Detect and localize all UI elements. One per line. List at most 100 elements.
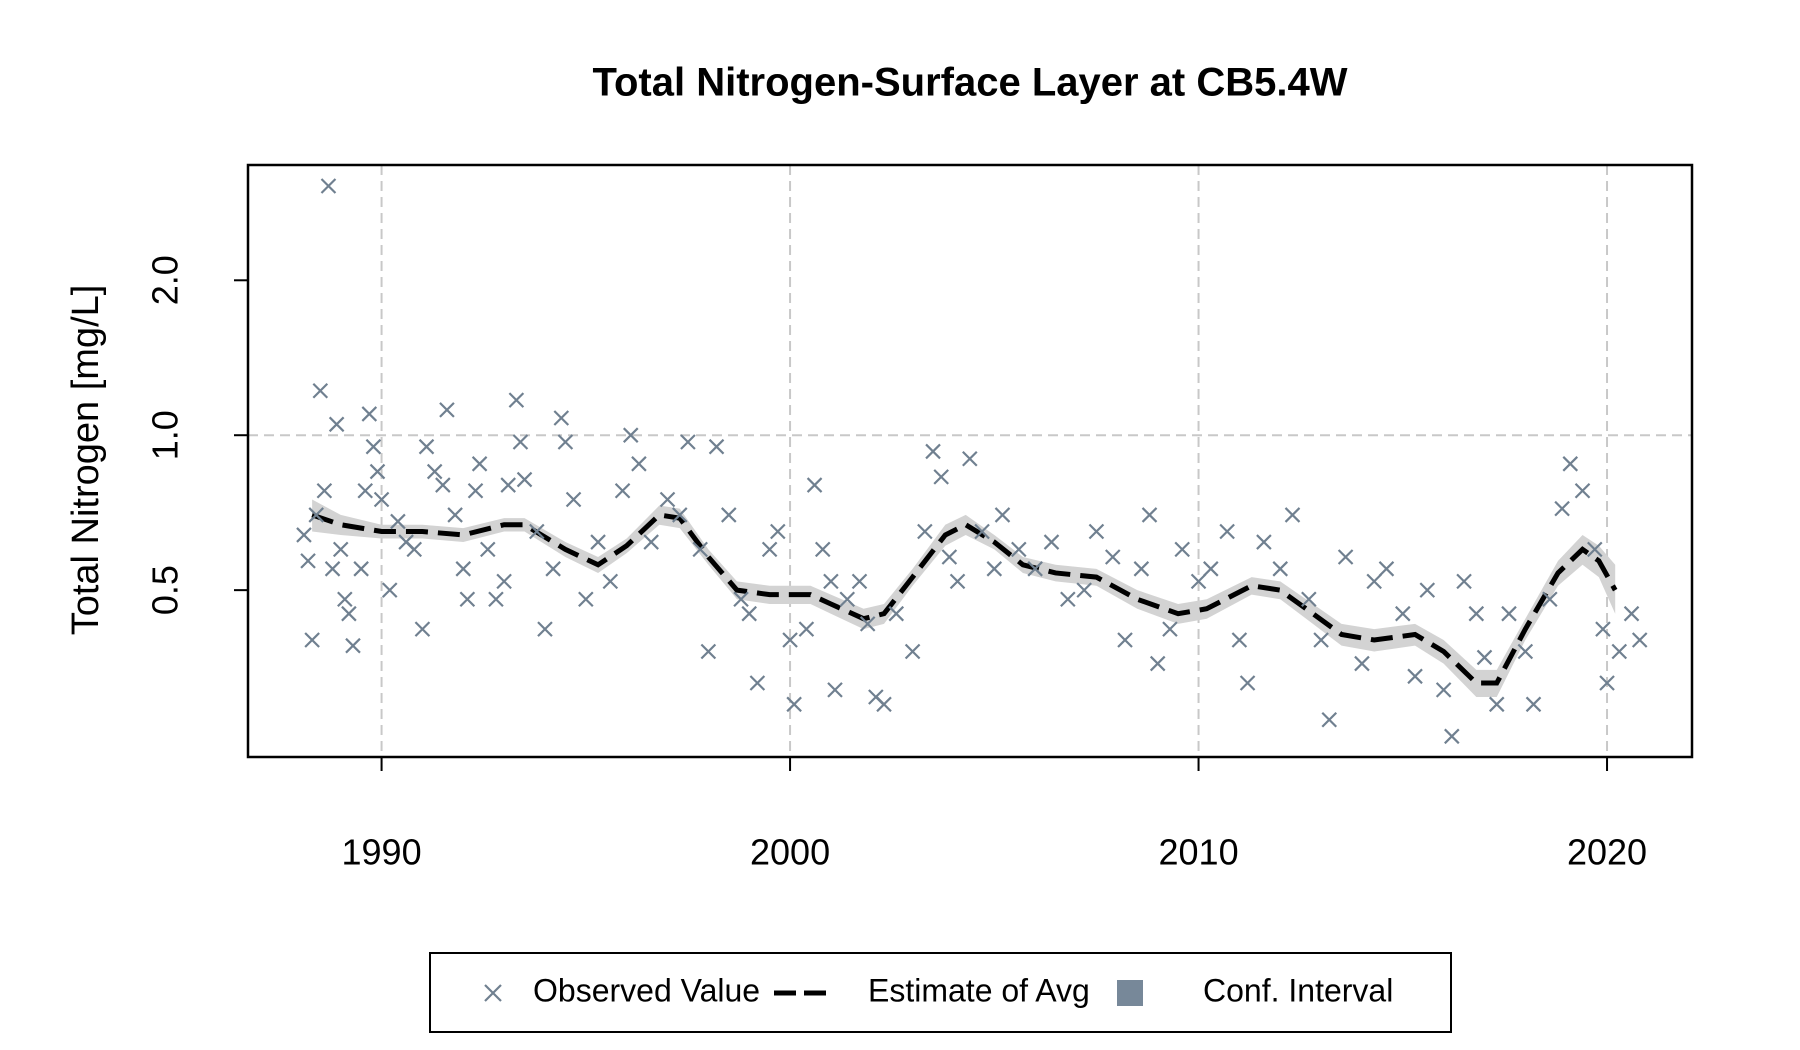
observed-point bbox=[1203, 561, 1219, 577]
observed-point bbox=[1149, 655, 1166, 672]
observed-point bbox=[418, 438, 435, 455]
observed-point bbox=[480, 541, 496, 558]
observed-point bbox=[614, 482, 631, 499]
observed-point bbox=[680, 434, 696, 450]
observed-point bbox=[823, 573, 839, 590]
observed-point bbox=[1366, 573, 1382, 590]
observed-point bbox=[1321, 711, 1338, 728]
observed-point bbox=[1076, 582, 1092, 598]
observed-point bbox=[529, 523, 545, 540]
observed-point bbox=[357, 482, 374, 499]
observed-point bbox=[708, 438, 725, 455]
observed-point bbox=[986, 561, 1003, 577]
observed-point bbox=[1313, 632, 1329, 648]
observed-point bbox=[1231, 632, 1248, 648]
observed-point bbox=[721, 507, 737, 523]
observed-point bbox=[545, 561, 561, 577]
plot-area bbox=[296, 178, 1648, 745]
observed-point bbox=[761, 541, 778, 558]
observed-point bbox=[1587, 541, 1603, 558]
observed-point bbox=[1468, 605, 1485, 622]
observed-point bbox=[332, 541, 349, 558]
observed-point bbox=[602, 573, 619, 590]
observed-point bbox=[700, 643, 717, 660]
observed-point bbox=[1574, 482, 1591, 499]
observed-point bbox=[590, 534, 606, 550]
legend-box bbox=[429, 952, 1452, 1033]
observed-point bbox=[1631, 632, 1648, 648]
observed-point bbox=[1599, 675, 1615, 691]
observed-point bbox=[1525, 696, 1542, 713]
observed-point bbox=[455, 561, 472, 577]
observed-point bbox=[741, 605, 757, 622]
observed-point bbox=[659, 491, 676, 508]
observed-point bbox=[369, 463, 386, 480]
observed-point bbox=[406, 541, 423, 558]
y-axis-title: Total Nitrogen [mg/L] bbox=[65, 285, 107, 636]
observed-point bbox=[827, 682, 843, 698]
observed-point bbox=[786, 696, 802, 713]
observed-point bbox=[1542, 591, 1558, 608]
observed-point bbox=[671, 507, 688, 523]
estimate-line bbox=[311, 512, 1618, 686]
observed-point bbox=[467, 482, 484, 499]
observed-point bbox=[962, 450, 978, 467]
observed-point bbox=[1444, 728, 1460, 745]
observed-point bbox=[328, 416, 345, 433]
observed-point bbox=[312, 382, 329, 399]
observed-point bbox=[643, 534, 659, 550]
observed-point bbox=[1562, 456, 1579, 472]
observed-point bbox=[516, 471, 533, 488]
observed-point bbox=[1027, 561, 1043, 577]
observed-point bbox=[1060, 591, 1076, 608]
observed-point bbox=[488, 591, 504, 608]
observed-point bbox=[859, 616, 876, 632]
observed-point bbox=[557, 434, 574, 450]
x-tick-label: 2000 bbox=[750, 832, 830, 873]
observed-point bbox=[1554, 500, 1570, 517]
observed-point bbox=[296, 527, 312, 543]
observed-point bbox=[1104, 549, 1121, 565]
observed-point bbox=[1395, 605, 1411, 622]
observed-point bbox=[1239, 675, 1256, 691]
observed-point bbox=[1456, 573, 1472, 590]
observed-point bbox=[851, 573, 868, 590]
legend-label: Estimate of Avg bbox=[868, 972, 1090, 1008]
observed-point bbox=[300, 553, 316, 569]
legend-label: Observed Value bbox=[533, 972, 760, 1008]
observed-point bbox=[933, 469, 949, 485]
legend-label: Conf. Interval bbox=[1203, 972, 1393, 1008]
observed-point bbox=[1141, 507, 1158, 523]
observed-point bbox=[553, 410, 570, 426]
observed-point bbox=[814, 541, 831, 558]
observed-point bbox=[1301, 591, 1317, 608]
observed-point bbox=[508, 392, 525, 408]
observed-point bbox=[1435, 682, 1452, 698]
legend-marker bbox=[1117, 980, 1143, 1006]
observed-point bbox=[1284, 507, 1301, 523]
observed-point bbox=[316, 482, 333, 499]
observed-point bbox=[414, 621, 431, 637]
observed-point bbox=[1517, 643, 1534, 660]
observed-point bbox=[622, 427, 639, 443]
observed-point bbox=[390, 513, 406, 530]
observed-point bbox=[798, 621, 815, 637]
observed-point bbox=[1011, 541, 1027, 558]
observed-point bbox=[733, 591, 749, 608]
observed-point bbox=[361, 406, 378, 422]
observed-point bbox=[341, 605, 357, 622]
observed-point bbox=[1354, 655, 1370, 672]
observed-point bbox=[426, 463, 443, 480]
observed-point bbox=[974, 523, 990, 540]
observed-point bbox=[1133, 561, 1150, 577]
observed-point bbox=[1117, 632, 1133, 648]
confidence-band bbox=[312, 499, 1616, 697]
observed-point bbox=[1407, 668, 1423, 685]
observed-point bbox=[471, 456, 488, 472]
observed-point bbox=[1623, 605, 1640, 622]
observed-point bbox=[941, 549, 958, 565]
observed-point bbox=[459, 591, 476, 608]
observed-point bbox=[839, 591, 856, 608]
